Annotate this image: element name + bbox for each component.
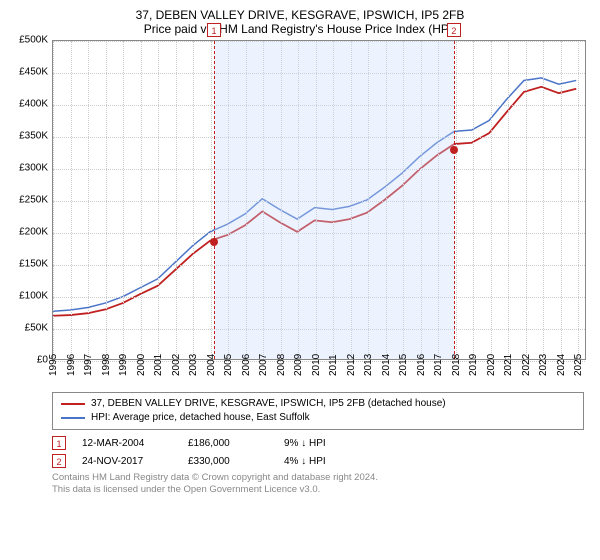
x-tick-label: 2020: [486, 354, 497, 376]
gridline-v: [88, 41, 89, 359]
event-price: £186,000: [188, 438, 268, 449]
gridline-v: [123, 41, 124, 359]
marker-line: [454, 41, 455, 359]
x-tick-label: 2002: [171, 354, 182, 376]
gridline-v: [176, 41, 177, 359]
events-table: 1 12-MAR-2004 £186,000 9% ↓ HPI 2 24-NOV-2017…: [52, 436, 588, 468]
shaded-range: [214, 41, 454, 359]
x-tick-label: 1995: [48, 354, 59, 376]
gridline-v: [561, 41, 562, 359]
event-badge: 1: [52, 436, 66, 450]
attribution-line1: Contains HM Land Registry data © Crown c…: [52, 472, 588, 484]
gridline-v: [158, 41, 159, 359]
legend-label: HPI: Average price, detached house, East…: [91, 411, 310, 425]
legend-item: HPI: Average price, detached house, East…: [61, 411, 575, 425]
x-tick-label: 1996: [66, 354, 77, 376]
marker-badge: 1: [207, 23, 221, 37]
x-tick-label: 2004: [206, 354, 217, 376]
y-tick-label: £500K: [19, 35, 48, 46]
x-tick-label: 2010: [311, 354, 322, 376]
x-tick-label: 2021: [503, 354, 514, 376]
event-row: 2 24-NOV-2017 £330,000 4% ↓ HPI: [52, 454, 588, 468]
chart-title: 37, DEBEN VALLEY DRIVE, KESGRAVE, IPSWIC…: [12, 8, 588, 22]
x-axis: 1995199619971998199920002001200220032004…: [52, 360, 586, 390]
y-tick-label: £450K: [19, 67, 48, 78]
y-tick-label: £150K: [19, 259, 48, 270]
marker-dot: [210, 238, 218, 246]
event-price: £330,000: [188, 456, 268, 467]
gridline-v: [211, 41, 212, 359]
x-tick-label: 2018: [451, 354, 462, 376]
x-tick-label: 2015: [398, 354, 409, 376]
x-tick-label: 2005: [223, 354, 234, 376]
x-tick-label: 2000: [136, 354, 147, 376]
event-badge: 2: [52, 454, 66, 468]
gridline-v: [526, 41, 527, 359]
y-tick-label: £100K: [19, 291, 48, 302]
x-tick-label: 1999: [118, 354, 129, 376]
gridline-v: [578, 41, 579, 359]
gridline-v: [53, 41, 54, 359]
marker-dot: [450, 146, 458, 154]
legend-swatch: [61, 403, 85, 405]
event-date: 24-NOV-2017: [82, 456, 172, 467]
chart-subtitle: Price paid vs. HM Land Registry's House …: [12, 22, 588, 36]
y-tick-label: £250K: [19, 195, 48, 206]
x-tick-label: 2024: [556, 354, 567, 376]
gridline-v: [141, 41, 142, 359]
x-tick-label: 2016: [416, 354, 427, 376]
x-tick-label: 2007: [258, 354, 269, 376]
event-date: 12-MAR-2004: [82, 438, 172, 449]
gridline-v: [473, 41, 474, 359]
x-tick-label: 2019: [468, 354, 479, 376]
gridline-v: [71, 41, 72, 359]
plot-area: 12: [52, 40, 586, 360]
x-tick-label: 2009: [293, 354, 304, 376]
y-axis: £0£50K£100K£150K£200K£250K£300K£350K£400…: [12, 40, 52, 360]
gridline-v: [491, 41, 492, 359]
x-tick-label: 2014: [381, 354, 392, 376]
x-tick-label: 2006: [241, 354, 252, 376]
gridline-v: [193, 41, 194, 359]
x-tick-label: 2011: [328, 354, 339, 376]
legend: 37, DEBEN VALLEY DRIVE, KESGRAVE, IPSWIC…: [52, 392, 584, 430]
y-tick-label: £300K: [19, 163, 48, 174]
x-tick-label: 2023: [538, 354, 549, 376]
event-row: 1 12-MAR-2004 £186,000 9% ↓ HPI: [52, 436, 588, 450]
y-tick-label: £400K: [19, 99, 48, 110]
x-tick-label: 2001: [153, 354, 164, 376]
y-tick-label: £0: [37, 355, 48, 366]
x-tick-label: 2013: [363, 354, 374, 376]
gridline-v: [456, 41, 457, 359]
x-tick-label: 2022: [521, 354, 532, 376]
marker-badge: 2: [447, 23, 461, 37]
y-tick-label: £200K: [19, 227, 48, 238]
gridline-v: [106, 41, 107, 359]
event-delta: 4% ↓ HPI: [284, 456, 326, 467]
attribution: Contains HM Land Registry data © Crown c…: [52, 472, 588, 496]
x-tick-label: 2025: [573, 354, 584, 376]
x-tick-label: 2012: [346, 354, 357, 376]
legend-item: 37, DEBEN VALLEY DRIVE, KESGRAVE, IPSWIC…: [61, 397, 575, 411]
chart-area: £0 £50K £100K £150K £200K £250K £300K £350K £400…: [12, 40, 588, 390]
x-tick-label: 2003: [188, 354, 199, 376]
gridline-v: [508, 41, 509, 359]
x-tick-label: 2008: [276, 354, 287, 376]
x-tick-label: 2017: [433, 354, 444, 376]
x-tick-label: 1997: [83, 354, 94, 376]
x-tick-label: 1998: [101, 354, 112, 376]
event-delta: 9% ↓ HPI: [284, 438, 326, 449]
attribution-line2: This data is licensed under the Open Gov…: [52, 484, 588, 496]
legend-swatch: [61, 417, 85, 419]
legend-label: 37, DEBEN VALLEY DRIVE, KESGRAVE, IPSWIC…: [91, 397, 446, 411]
y-tick-label: £350K: [19, 131, 48, 142]
marker-line: [214, 41, 215, 359]
gridline-v: [543, 41, 544, 359]
y-tick-label: £50K: [25, 323, 48, 334]
